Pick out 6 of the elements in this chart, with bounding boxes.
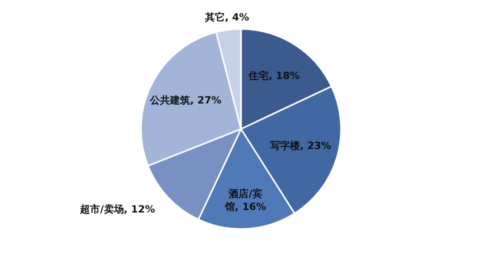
- slice-label: 写字楼, 23%: [270, 140, 332, 152]
- slice-label: 酒店/宾馆, 16%: [224, 188, 266, 213]
- slice-label: 公共建筑, 27%: [149, 94, 222, 106]
- slice-label: 超市/卖场, 12%: [79, 203, 155, 216]
- slice-label: 住宅, 18%: [248, 70, 300, 82]
- slice-label: 其它, 4%: [204, 11, 250, 24]
